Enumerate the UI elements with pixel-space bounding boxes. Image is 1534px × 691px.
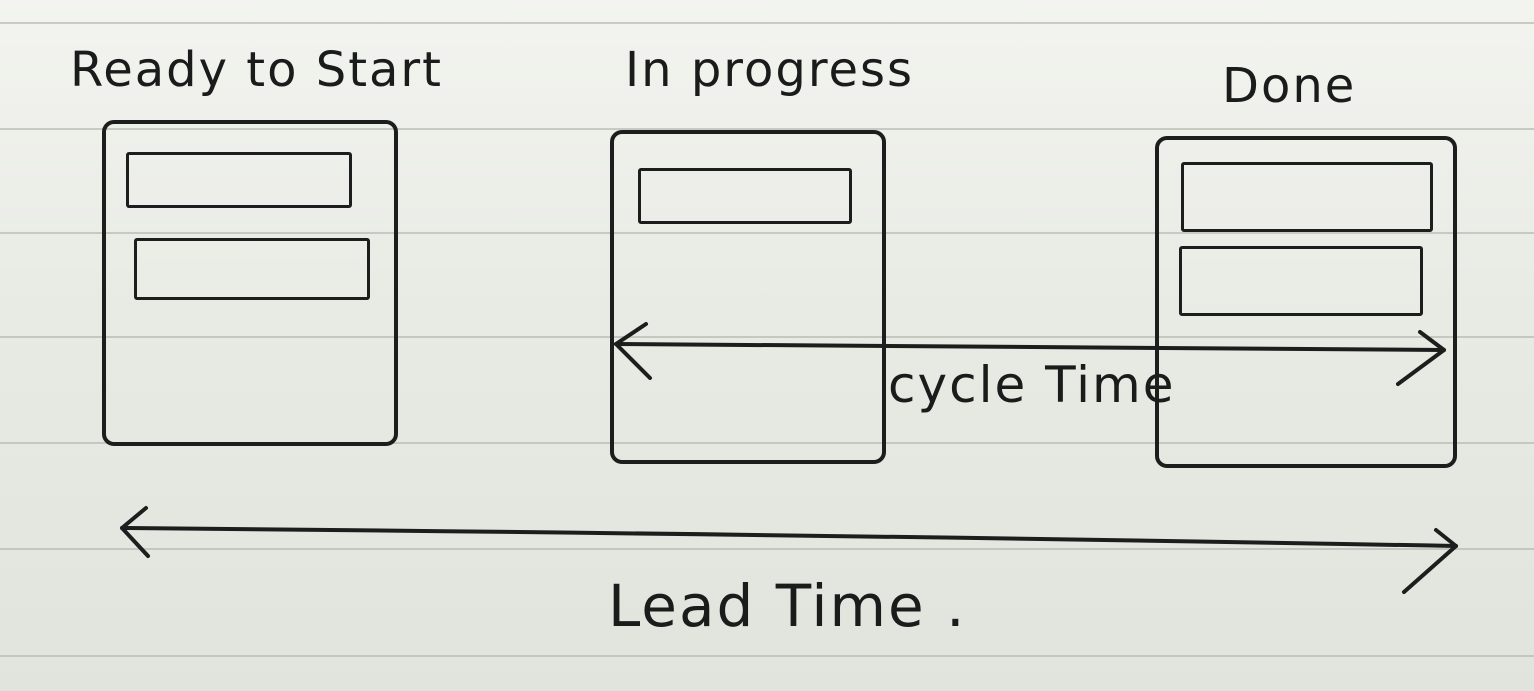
- card: [638, 168, 852, 224]
- ruled-line: [0, 22, 1534, 24]
- column-in-progress: [610, 130, 886, 464]
- card: [1181, 162, 1433, 232]
- ruled-line: [0, 232, 1534, 234]
- column-title-ready: Ready to Start: [70, 42, 443, 98]
- card: [134, 238, 370, 300]
- cycle-time-label: cycle Time: [888, 356, 1176, 414]
- ruled-line: [0, 442, 1534, 444]
- ruled-line: [0, 336, 1534, 338]
- ruled-line: [0, 548, 1534, 550]
- column-title-in-progress: In progress: [625, 42, 915, 98]
- column-ready: [102, 120, 398, 446]
- ruled-line: [0, 655, 1534, 657]
- card: [126, 152, 352, 208]
- column-done: [1155, 136, 1457, 468]
- column-title-done: Done: [1222, 58, 1357, 114]
- card: [1179, 246, 1423, 316]
- lead-time-label: Lead Time .: [608, 572, 967, 640]
- ruled-line: [0, 128, 1534, 130]
- lead-time-arrow: [120, 506, 1458, 594]
- cycle-time-arrow: [614, 322, 1446, 386]
